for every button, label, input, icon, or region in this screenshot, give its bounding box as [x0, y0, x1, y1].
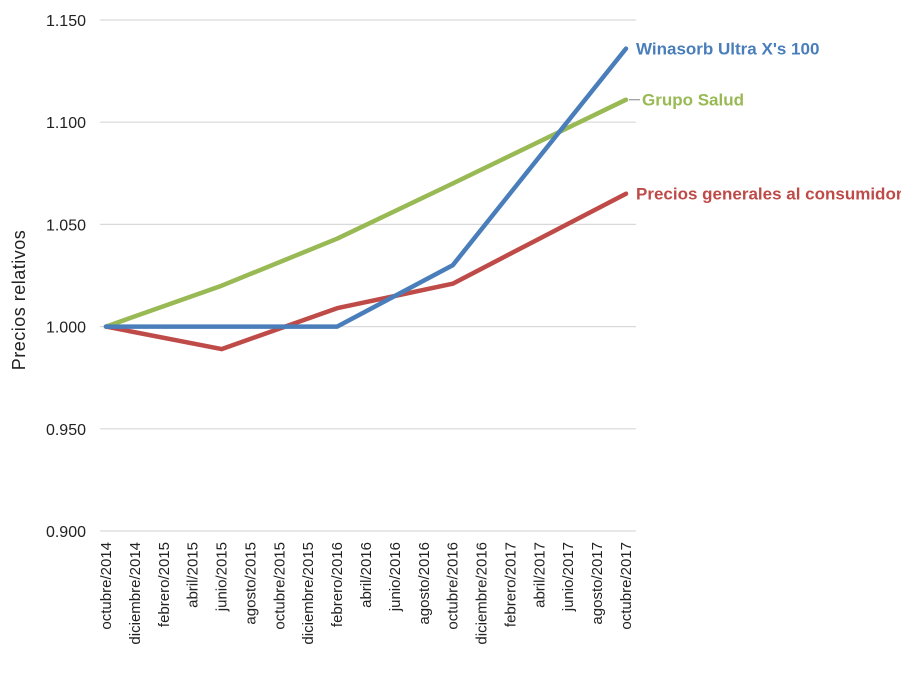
x-tick-label: agosto/2015 — [242, 542, 259, 625]
series-label: Grupo Salud — [642, 91, 744, 110]
y-tick-label: 0.950 — [46, 422, 86, 439]
x-tick-label: diciembre/2014 — [127, 542, 144, 645]
series-label: Winasorb Ultra X's 100 — [636, 40, 819, 59]
x-tick-label: octubre/2014 — [98, 542, 115, 630]
x-tick-label: junio/2015 — [214, 542, 231, 612]
x-tick-label: diciembre/2016 — [474, 542, 491, 645]
y-tick-label: 1.050 — [46, 217, 86, 234]
series-lines — [103, 46, 629, 352]
series-line — [103, 97, 629, 329]
x-tick-label: agosto/2017 — [589, 542, 606, 625]
x-tick-label: abril/2015 — [185, 542, 202, 608]
y-tick-label: 1.150 — [46, 13, 86, 30]
y-tick-label: 0.900 — [46, 524, 86, 541]
x-tick-label: abril/2017 — [531, 542, 548, 608]
x-tick-label: abril/2016 — [358, 542, 375, 608]
x-tick-label: octubre/2017 — [618, 542, 635, 630]
x-tick-label: junio/2016 — [387, 542, 404, 612]
x-tick-label: octubre/2015 — [271, 542, 288, 630]
x-tick-label: diciembre/2015 — [300, 542, 317, 645]
x-tick-label: agosto/2016 — [416, 542, 433, 625]
x-tick-label: junio/2017 — [560, 542, 577, 612]
series-line — [103, 46, 629, 329]
x-tick-labels: octubre/2014 diciembre/2014 febrero/2015 ab… — [98, 542, 635, 645]
y-tick-label: 1.000 — [46, 320, 86, 337]
x-tick-label: febrero/2016 — [329, 542, 346, 627]
x-tick-label: febrero/2015 — [156, 542, 173, 627]
y-tick-label: 1.100 — [46, 115, 86, 132]
x-tick-label: octubre/2016 — [445, 542, 462, 630]
y-axis-label: Precios relativos — [9, 230, 29, 371]
series-label: Precios generales al consumidor — [636, 185, 901, 204]
gridlines — [100, 19, 636, 532]
y-tick-labels: 1.150 1.100 1.050 1.000 0.950 0.900 — [46, 13, 86, 541]
series-labels: Winasorb Ultra X's 100 Grupo Salud Precios… — [629, 40, 901, 204]
x-tick-label: febrero/2017 — [502, 542, 519, 627]
